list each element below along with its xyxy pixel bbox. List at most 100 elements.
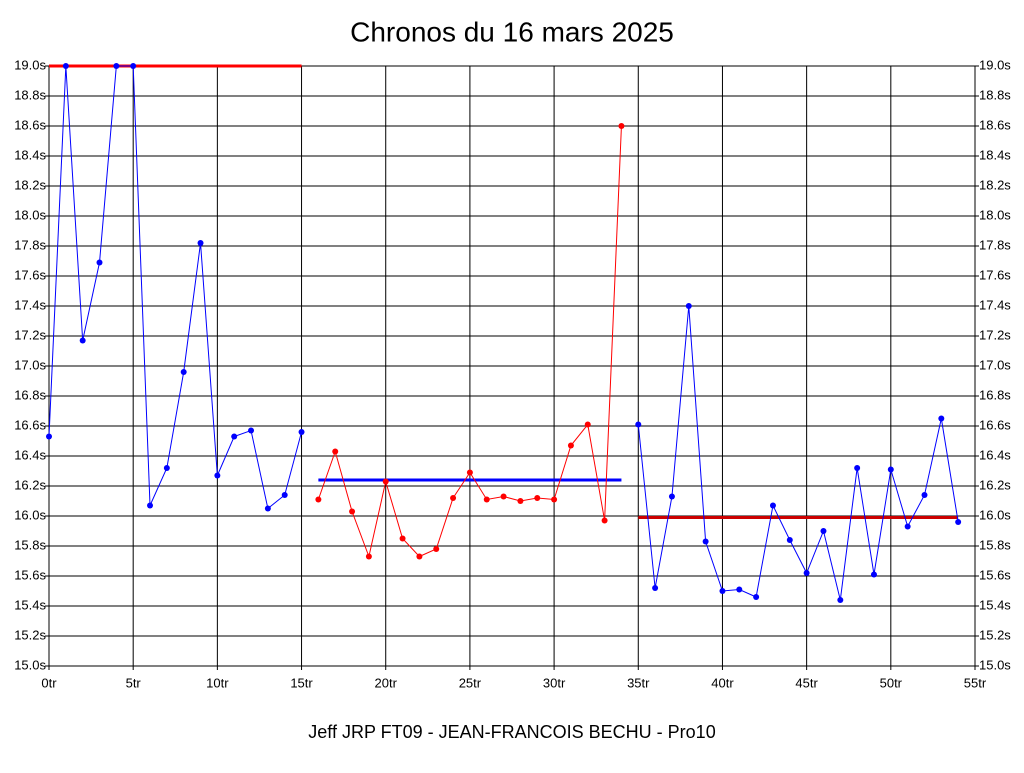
x-axis-label: Jeff JRP FT09 - JEAN-FRANCOIS BECHU - Pr… [308, 722, 715, 742]
x-tick-label: 20tr [375, 675, 398, 690]
data-point [753, 594, 760, 600]
data-point [719, 588, 726, 594]
y-tick-label: 17.0s [14, 357, 46, 372]
data-point [298, 429, 305, 435]
y-tick-label: 16.6s [14, 417, 46, 432]
y2-tick-label: 18.6s [979, 117, 1011, 132]
y-tick-label: 15.8s [14, 537, 46, 552]
data-point [500, 493, 507, 500]
data-point [837, 597, 844, 603]
data-point [466, 469, 473, 476]
y2-tick-label: 17.2s [979, 327, 1011, 342]
data-point [248, 427, 255, 434]
y2-tick-label: 16.2s [979, 477, 1011, 492]
y2-tick-label: 16.4s [979, 447, 1011, 462]
y2-tick-label: 18.8s [979, 87, 1011, 102]
y2-tick-label: 16.8s [979, 387, 1011, 402]
data-point [652, 585, 659, 591]
y-tick-label: 18.2s [14, 177, 46, 192]
data-point [904, 523, 911, 530]
data-point [315, 496, 322, 503]
data-point [62, 63, 69, 69]
y-tick-label: 16.0s [14, 507, 46, 522]
series-line [48, 65, 303, 510]
y-tick-label: 18.6s [14, 117, 46, 132]
y-tick-label: 18.4s [14, 147, 46, 162]
y2-tick-label: 19.0s [979, 57, 1011, 72]
data-point [450, 495, 457, 501]
y-tick-label: 17.6s [14, 267, 46, 282]
x-tick-label: 25tr [459, 675, 482, 690]
data-point [197, 240, 204, 246]
data-point [382, 478, 389, 485]
y2-tick-label: 16.6s [979, 417, 1011, 432]
y-tick-label: 15.2s [14, 627, 46, 642]
data-point [79, 337, 86, 344]
data-point [685, 303, 692, 309]
x-tick-label: 15tr [290, 675, 313, 690]
data-point [786, 537, 793, 543]
plot-border [48, 65, 976, 667]
y-tick-label: 17.2s [14, 327, 46, 342]
data-point [567, 442, 574, 449]
x-tick-label: 5tr [126, 675, 142, 690]
y-tick-label: 16.8s [14, 387, 46, 402]
data-point [147, 502, 154, 509]
data-point [955, 519, 962, 525]
y-tick-label: 19.0s [14, 57, 46, 72]
data-point [854, 465, 861, 471]
x-tick-label: 50tr [880, 675, 903, 690]
x-tick-label: 40tr [711, 675, 734, 690]
data-point [416, 553, 423, 560]
data-point [534, 495, 541, 501]
data-point [281, 492, 288, 498]
data-point [870, 571, 877, 578]
data-point [601, 517, 608, 524]
data-point [214, 472, 221, 479]
y2-tick-label: 15.8s [979, 537, 1011, 552]
data-point [618, 123, 625, 129]
y2-tick-label: 17.6s [979, 267, 1011, 282]
data-point [113, 63, 120, 69]
data-point [96, 259, 103, 266]
data-point [820, 528, 827, 534]
y2-tick-label: 17.8s [979, 237, 1011, 252]
data-point [399, 535, 406, 542]
data-point [736, 586, 743, 593]
data-point [231, 433, 238, 440]
data-point [163, 465, 170, 471]
data-point [349, 508, 356, 515]
x-tick-label: 10tr [206, 675, 229, 690]
x-tick-label: 30tr [543, 675, 566, 690]
y2-tick-label: 15.4s [979, 597, 1011, 612]
data-point [130, 63, 137, 69]
data-point [635, 421, 642, 428]
y2-tick-label: 18.2s [979, 177, 1011, 192]
y-tick-label: 15.0s [14, 657, 46, 672]
y-tick-label: 18.8s [14, 87, 46, 102]
data-point [887, 466, 894, 473]
x-tick-label: 35tr [627, 675, 650, 690]
y-tick-label: 17.8s [14, 237, 46, 252]
data-point [517, 498, 524, 504]
data-point [668, 493, 675, 500]
data-point [551, 496, 558, 503]
x-tick-label: 55tr [964, 675, 987, 690]
data-point [803, 570, 810, 576]
y-tick-label: 17.4s [14, 297, 46, 312]
data-point [365, 553, 372, 560]
y2-tick-label: 15.2s [979, 627, 1011, 642]
y2-tick-label: 16.0s [979, 507, 1011, 522]
chart-title: Chronos du 16 mars 2025 [350, 16, 674, 47]
series-line [637, 305, 959, 601]
x-tick-label: 0tr [41, 675, 57, 690]
y2-tick-label: 18.4s [979, 147, 1011, 162]
y-tick-label: 16.4s [14, 447, 46, 462]
data-point [584, 421, 591, 428]
y-tick-label: 15.4s [14, 597, 46, 612]
data-point [180, 369, 187, 375]
data-point [433, 546, 440, 552]
data-point [264, 505, 271, 512]
data-point [938, 415, 945, 422]
